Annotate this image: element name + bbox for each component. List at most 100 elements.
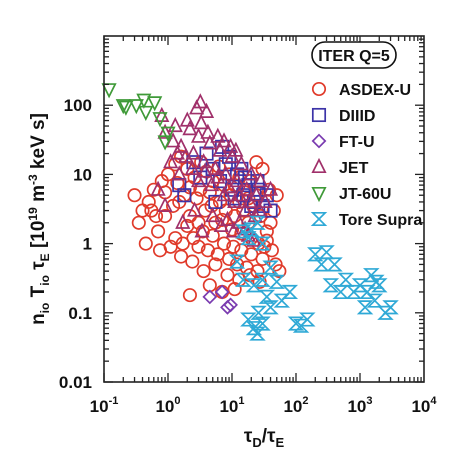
- data-point: [257, 192, 273, 208]
- legend-marker: [311, 133, 327, 149]
- y-tick-label: 100: [64, 96, 92, 115]
- x-tick-label: 104: [411, 395, 437, 416]
- data-point: [192, 93, 208, 109]
- y-tick-labels: 0.01 0.1 1 10 100: [59, 96, 92, 392]
- x-tick-label: 10-1: [90, 395, 119, 416]
- legend-label: JET: [339, 160, 369, 177]
- x-tick-label: 100: [155, 395, 180, 416]
- data-point: [190, 172, 207, 188]
- legend-label: JT-60U: [339, 186, 391, 203]
- data-point: [249, 215, 266, 230]
- series-jt-60u: [101, 83, 176, 151]
- legend-marker: [311, 107, 327, 123]
- data-point: [131, 215, 146, 230]
- data-point: [157, 196, 173, 213]
- data-point: [249, 326, 266, 341]
- data-point: [239, 180, 255, 196]
- x-tick-label: 103: [347, 395, 372, 416]
- axis-ticks: [103, 36, 424, 383]
- data-point: [287, 316, 305, 331]
- data-point: [196, 264, 211, 279]
- data-point: [345, 284, 363, 300]
- data-point: [218, 157, 233, 172]
- data-point: [229, 172, 245, 188]
- data-point: [254, 236, 271, 251]
- x-tick-label: 102: [283, 395, 308, 416]
- legend-marker: [310, 211, 328, 227]
- data-point: [127, 188, 142, 203]
- data-point: [250, 264, 265, 279]
- data-point: [318, 245, 335, 260]
- data-point: [382, 300, 399, 315]
- data-point: [235, 224, 252, 239]
- data-point: [198, 102, 215, 118]
- data-point: [254, 316, 271, 331]
- data-point: [220, 299, 235, 315]
- legend-label: ASDEX-U: [339, 82, 411, 99]
- data-point: [228, 141, 244, 157]
- data-point: [245, 278, 263, 293]
- data-point: [268, 257, 283, 272]
- plot-frame: [103, 35, 425, 383]
- legend-title-box: [311, 41, 397, 69]
- data-point: [200, 123, 216, 139]
- data-point: [210, 127, 226, 143]
- data-point: [204, 176, 220, 192]
- data-point: [262, 260, 279, 275]
- data-point: [214, 284, 230, 300]
- data-point: [152, 112, 168, 128]
- data-point: [363, 268, 380, 283]
- data-point: [184, 159, 200, 175]
- data-point: [158, 209, 173, 224]
- data-point: [208, 257, 223, 272]
- legend-label: Tore Supra: [339, 212, 422, 229]
- legend-marker: [311, 157, 327, 174]
- legend-label: DIIID: [339, 108, 375, 125]
- data-point: [258, 289, 276, 304]
- data-point: [326, 257, 343, 272]
- data-point: [216, 186, 232, 202]
- data-point: [226, 239, 241, 254]
- data-point: [242, 192, 258, 208]
- data-point: [194, 222, 210, 238]
- data-point: [138, 236, 153, 251]
- data-point: [322, 278, 340, 293]
- data-point: [202, 289, 218, 305]
- data-point: [215, 212, 230, 227]
- data-point: [262, 300, 279, 315]
- data-point: [152, 243, 168, 258]
- data-point: [157, 135, 173, 151]
- data-point: [220, 268, 235, 283]
- legend: ITER Q=5 ASDEX-U DIIID FT-U JET JT-60U Tore Su…: [310, 41, 422, 229]
- y-tick-label: 0.01: [59, 373, 92, 392]
- data-point: [230, 257, 245, 272]
- data-point: [182, 288, 197, 303]
- data-point: [175, 213, 191, 229]
- x-tick-label: 101: [219, 395, 244, 416]
- y-tick-label: 10: [73, 165, 92, 184]
- data-point: [174, 249, 189, 264]
- data-point: [235, 272, 252, 287]
- data-point: [273, 293, 291, 308]
- y-tick-label: 0.1: [68, 304, 92, 323]
- legend-title: ITER Q=5: [318, 48, 390, 65]
- data-point: [205, 206, 221, 223]
- data-point: [115, 99, 131, 115]
- data-point: [231, 186, 247, 202]
- data-point: [377, 305, 394, 320]
- data-point: [185, 144, 202, 160]
- data-point: [366, 293, 384, 308]
- data-point: [177, 188, 192, 203]
- data-point: [225, 222, 241, 238]
- data-point: [219, 210, 236, 226]
- data-point: [182, 120, 198, 136]
- legend-label: FT-U: [339, 134, 375, 151]
- data-point: [163, 153, 179, 169]
- data-points-layer: [101, 83, 399, 341]
- data-point: [160, 126, 176, 142]
- data-point: [151, 224, 166, 239]
- data-point: [371, 278, 388, 293]
- data-point: [212, 141, 228, 157]
- data-point: [216, 132, 232, 148]
- data-point: [262, 180, 279, 196]
